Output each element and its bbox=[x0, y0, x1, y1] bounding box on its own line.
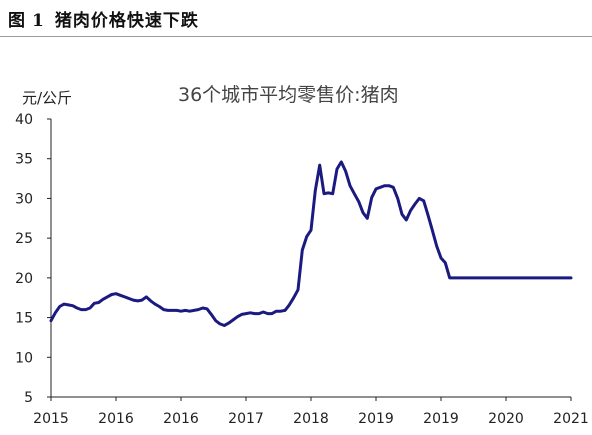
y-tick-label: 20 bbox=[15, 271, 33, 287]
figure-label: 图 bbox=[8, 11, 26, 31]
x-tick-label: 2020 bbox=[488, 411, 524, 427]
y-tick-label: 35 bbox=[15, 152, 33, 168]
x-axis-ticks: 2015 2016 2016 2017 2018 2019 2019 2020 2021 bbox=[33, 397, 589, 427]
x-tick-label: 2016 bbox=[163, 411, 199, 427]
x-tick-label: 2017 bbox=[228, 411, 264, 427]
x-tick-label: 2018 bbox=[293, 411, 329, 427]
x-tick-label: 2016 bbox=[98, 411, 134, 427]
figure-caption: 图 1 猪肉价格快速下跌 bbox=[8, 6, 199, 31]
x-tick-label: 2015 bbox=[33, 411, 69, 427]
x-tick-label: 2021 bbox=[553, 411, 589, 427]
y-tick-label: 10 bbox=[15, 350, 33, 366]
figure-title: 猪肉价格快速下跌 bbox=[54, 11, 199, 31]
y-tick-label: 25 bbox=[15, 231, 33, 247]
series-line bbox=[49, 160, 573, 327]
caption-divider bbox=[0, 36, 592, 37]
y-axis-ticks: 5 10 15 20 25 30 35 40 bbox=[15, 112, 51, 406]
y-tick-label: 15 bbox=[15, 311, 33, 327]
figure-number: 1 bbox=[32, 11, 45, 31]
y-tick-label: 30 bbox=[15, 191, 33, 207]
x-tick-label: 2019 bbox=[423, 411, 459, 427]
chart-title: 36个城市平均零售价:猪肉 bbox=[178, 84, 399, 106]
x-tick-label: 2019 bbox=[358, 411, 394, 427]
y-tick-label: 5 bbox=[24, 390, 33, 406]
series-layer bbox=[49, 160, 573, 327]
y-axis-unit-label: 元/公斤 bbox=[22, 89, 72, 107]
y-tick-label: 40 bbox=[15, 112, 33, 128]
